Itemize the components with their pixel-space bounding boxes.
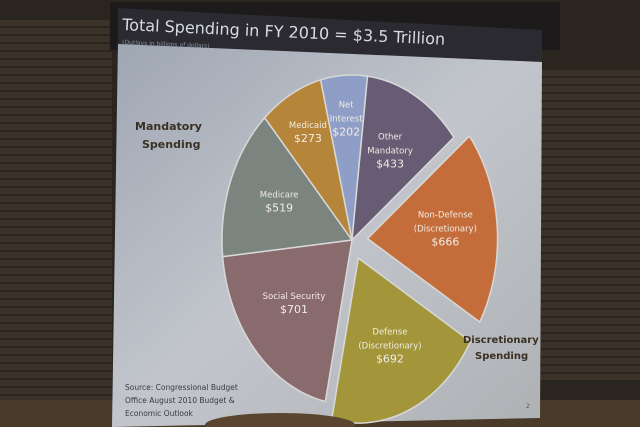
discretionary-label-line1: Discretionary: [463, 335, 539, 346]
slice-value-label: $692: [376, 353, 404, 366]
mandatory-label-line2: Spending: [142, 138, 200, 151]
pie-slice: [221, 116, 354, 258]
slice-value-label: $701: [280, 303, 308, 316]
title-bar: [118, 8, 542, 62]
slice-value-label: $273: [294, 132, 322, 145]
mandatory-label-line1: Mandatory: [135, 120, 202, 133]
slice-category-label: Non-Defense: [418, 211, 473, 221]
slice-category-label: Interest: [330, 114, 363, 124]
audience-head-silhouette: [205, 413, 355, 427]
slice-category-label: (Discretionary): [358, 342, 421, 352]
slice-value-label: $202: [332, 125, 360, 138]
slide-subtitle: (Outlays in billions of dollars): [122, 39, 210, 50]
source-line2: Office August 2010 Budget &: [125, 396, 235, 405]
slice-value-label: $433: [376, 158, 404, 171]
source-line1: Source: Congressional Budget: [125, 383, 238, 392]
slice-value-label: $519: [265, 202, 293, 215]
discretionary-label-line2: Spending: [475, 351, 528, 362]
pie-slice: [330, 256, 472, 424]
slice-category-label: Mandatory: [367, 147, 413, 157]
slice-value-label: $666: [431, 236, 459, 249]
slice-category-label: Other: [378, 133, 403, 143]
slice-category-label: (Discretionary): [414, 225, 477, 235]
slice-category-label: Net: [339, 100, 355, 110]
page-number: 2: [526, 403, 530, 410]
slice-category-label: Defense: [372, 328, 407, 338]
window-blinds-right: [540, 70, 640, 380]
source-line3: Economic Outlook: [125, 409, 194, 418]
pie-slice: [221, 239, 353, 403]
slice-category-label: Medicare: [260, 191, 299, 201]
pie-chart: Net Interest$202 Other Mandatory$433 Non-Def…: [221, 74, 499, 424]
pie-slice: [351, 75, 455, 243]
window-blinds-left: [0, 20, 112, 400]
slice-category-label: Medicaid: [289, 121, 327, 131]
pie-slice: [366, 134, 499, 324]
pie-slice: [263, 78, 353, 241]
slice-category-label: Social Security: [263, 292, 326, 302]
